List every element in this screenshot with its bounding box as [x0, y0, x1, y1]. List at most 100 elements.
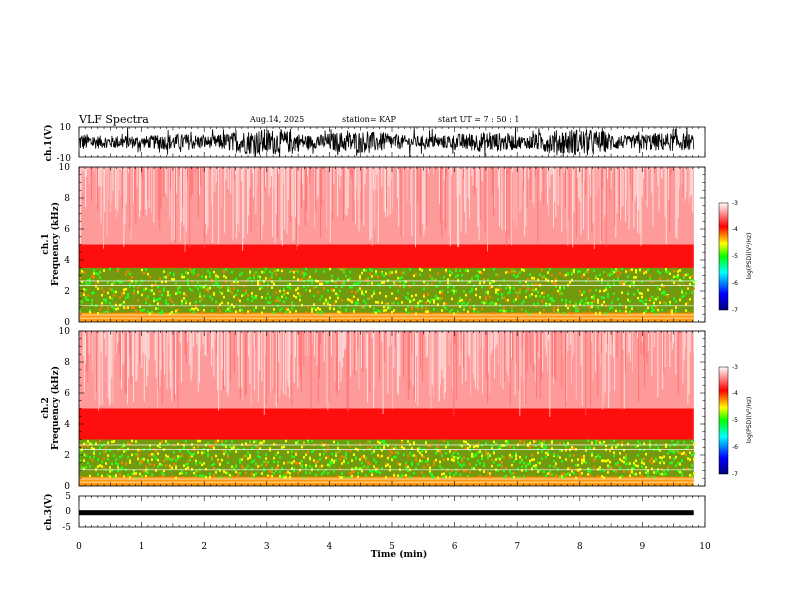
spectrogram-speckle — [531, 467, 533, 471]
spectrogram-speckle — [379, 446, 381, 450]
spectrogram-speckle — [255, 306, 257, 309]
spectrogram-speckle — [595, 441, 597, 445]
spectrogram-speckle — [693, 452, 695, 455]
spectrogram-speckle — [653, 301, 655, 305]
spectrogram-speckle — [209, 475, 211, 479]
spectrogram-streak — [311, 331, 313, 344]
spectrogram-speckle — [377, 440, 379, 444]
spectrogram-speckle — [171, 475, 173, 479]
spectrogram-speckle — [563, 442, 565, 445]
spectrogram-speckle — [147, 467, 149, 471]
spectrogram-speckle — [369, 268, 371, 271]
spectrogram-speckle — [151, 475, 153, 478]
spectrogram-streak — [487, 167, 488, 252]
spectrogram-speckle — [81, 446, 83, 449]
ch1-colorbar-label: log(PSD)(V²/Hz) — [746, 233, 753, 280]
spectrogram-speckle — [333, 440, 335, 444]
spectrogram-speckle — [335, 285, 337, 289]
spectrogram-speckle — [659, 456, 661, 459]
spectrogram-speckle — [267, 474, 269, 477]
spectrogram-speckle — [367, 277, 369, 280]
spectrogram-speckle — [293, 469, 295, 473]
spectrogram-speckle — [625, 310, 627, 313]
spectrogram-speckle — [669, 456, 671, 459]
spectrogram-streak — [559, 167, 560, 177]
spectrogram-speckle — [299, 293, 301, 296]
spectrogram-speckle — [195, 459, 197, 463]
spectrogram-streak — [483, 331, 485, 350]
spectrogram-streak — [386, 167, 388, 209]
spectrogram-streak — [621, 167, 623, 208]
spectrogram-speckle — [205, 475, 207, 479]
spectrogram-speckle — [385, 463, 387, 466]
spectrogram-streak — [545, 331, 547, 356]
spectrogram-speckle — [245, 471, 247, 475]
spectrogram-speckle — [329, 303, 331, 307]
spectrogram-speckle — [409, 268, 411, 271]
spectrogram-speckle — [443, 276, 445, 279]
spectrogram-streak — [79, 331, 80, 340]
spectrogram-speckle — [569, 303, 571, 307]
spectrogram-streak — [620, 167, 622, 221]
spectrogram-speckle — [295, 309, 297, 313]
spectrogram-streak — [339, 167, 341, 189]
spectrogram-speckle — [417, 462, 419, 466]
spectrogram-speckle — [451, 458, 453, 461]
spectrogram-streak — [442, 331, 444, 379]
spectrogram-speckle — [103, 450, 105, 454]
spectrogram-speckle — [155, 449, 157, 453]
spectrogram-speckle — [511, 476, 513, 479]
spectrogram-speckle — [427, 457, 429, 461]
spectrogram-speckle — [661, 472, 663, 476]
spectrogram-speckle — [385, 442, 387, 446]
spectrogram-speckle — [677, 276, 679, 279]
spectrogram-speckle — [589, 467, 591, 471]
spectrogram-speckle — [295, 450, 297, 454]
spectrogram-streak — [154, 331, 156, 361]
spectrogram-speckle — [489, 454, 491, 457]
spectrogram-speckle — [327, 281, 329, 284]
spectrogram-speckle — [669, 462, 671, 465]
spectrogram-speckle — [447, 281, 449, 285]
spectrogram-speckle — [555, 462, 557, 465]
spectrogram-speckle — [239, 458, 241, 461]
spectrogram-streak — [124, 167, 126, 225]
spectrogram-speckle — [619, 458, 621, 461]
spectrogram-speckle — [549, 297, 551, 301]
spectrogram-streak — [166, 331, 168, 389]
spectrogram-streak — [463, 331, 464, 369]
spectrogram-speckle — [109, 466, 111, 469]
spectrogram-speckle — [377, 309, 379, 312]
spectrogram-speckle — [277, 296, 279, 300]
spectrogram-streak — [289, 331, 290, 399]
spectrogram-streak — [104, 167, 106, 212]
spectrogram-speckle — [671, 311, 673, 315]
spectrogram-speckle — [681, 295, 683, 299]
spectrogram-speckle — [231, 270, 233, 274]
spectrogram-speckle — [407, 469, 409, 473]
ch2-cb-tick-m4: -4 — [732, 390, 738, 397]
spectrogram-speckle — [463, 301, 465, 305]
spectrogram-speckle — [687, 302, 689, 305]
spectrogram-speckle — [339, 306, 341, 309]
spectrogram-speckle — [617, 444, 619, 448]
spectrogram-speckle — [175, 311, 177, 315]
spectrogram-streak — [622, 167, 624, 207]
spectrogram-speckle — [221, 442, 223, 446]
spectrogram-streak — [230, 331, 232, 382]
spectrogram-speckle — [415, 293, 417, 297]
spectrogram-speckle — [153, 454, 155, 457]
spectrogram-streak — [565, 331, 566, 407]
spectrogram-speckle — [367, 447, 369, 450]
spectrogram-speckle — [159, 462, 161, 466]
spectrogram-speckle — [263, 440, 265, 443]
spectrogram-speckle — [673, 269, 675, 273]
spectrogram-speckle — [371, 445, 373, 449]
spectrogram-speckle — [475, 444, 477, 448]
spectrogram-speckle — [161, 463, 163, 467]
spectrogram-speckle — [209, 472, 211, 476]
spectrogram-speckle — [313, 449, 315, 452]
spectrogram-speckle — [447, 290, 449, 294]
spectrogram-streak — [629, 331, 631, 362]
spectrogram-speckle — [509, 456, 511, 459]
